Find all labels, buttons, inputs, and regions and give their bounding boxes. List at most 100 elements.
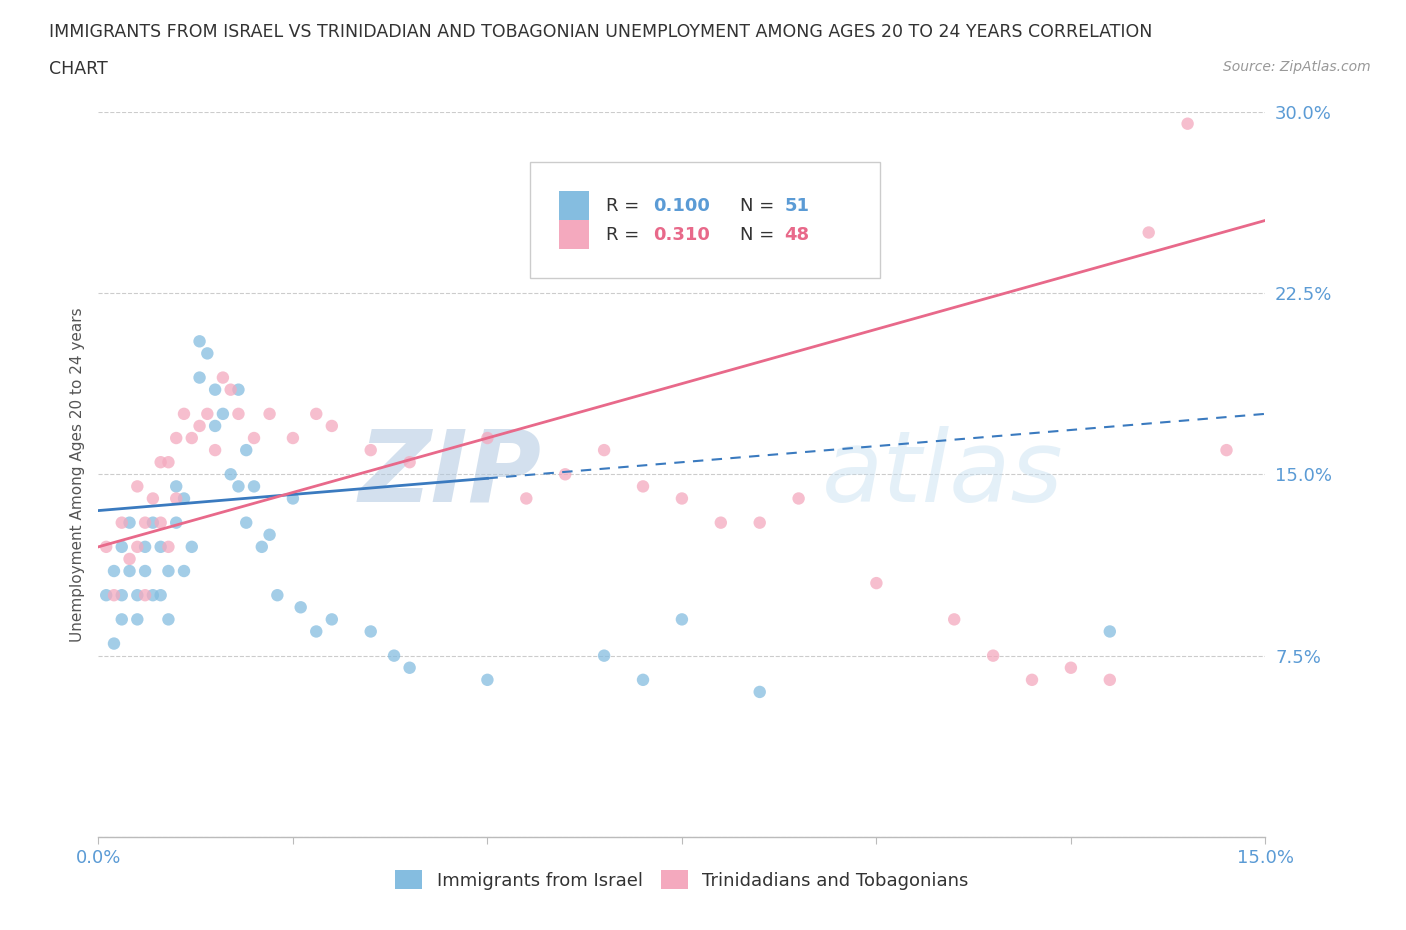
Point (515, 491, 537, 506)
Point (787, 491, 810, 506)
Point (593, 443, 616, 458)
Point (103, 588, 125, 603)
Point (149, 539, 172, 554)
Point (631, 479, 654, 494)
Point (360, 443, 382, 458)
Text: R =: R = (606, 197, 645, 215)
Text: ZIP: ZIP (359, 426, 541, 523)
Point (212, 370, 235, 385)
Text: R =: R = (606, 226, 645, 244)
Point (173, 406, 195, 421)
Point (671, 491, 693, 506)
Point (631, 672, 654, 687)
Point (188, 334, 211, 349)
Point (111, 612, 134, 627)
Point (118, 515, 141, 530)
Point (165, 491, 187, 506)
Y-axis label: Unemployment Among Ages 20 to 24 years: Unemployment Among Ages 20 to 24 years (69, 307, 84, 642)
Point (1215, 443, 1237, 458)
Point (188, 418, 211, 433)
Point (118, 564, 141, 578)
Point (1137, 225, 1160, 240)
Point (157, 564, 180, 578)
Point (321, 418, 343, 433)
Point (554, 467, 576, 482)
Legend: Immigrants from Israel, Trinidadians and Tobagonians: Immigrants from Israel, Trinidadians and… (388, 863, 976, 897)
Point (477, 431, 499, 445)
Point (96, 588, 118, 603)
FancyBboxPatch shape (560, 192, 589, 220)
Point (204, 418, 226, 433)
Point (157, 455, 180, 470)
Point (134, 539, 156, 554)
Point (134, 564, 156, 578)
Text: IMMIGRANTS FROM ISRAEL VS TRINIDADIAN AND TOBAGONIAN UNEMPLOYMENT AMONG AGES 20 : IMMIGRANTS FROM ISRAEL VS TRINIDADIAN AN… (49, 23, 1153, 41)
Point (228, 382, 250, 397)
Point (149, 455, 172, 470)
Point (127, 479, 149, 494)
Point (127, 588, 149, 603)
Point (710, 515, 733, 530)
Point (157, 539, 180, 554)
Point (305, 624, 328, 639)
Point (228, 479, 250, 494)
Point (212, 406, 235, 421)
Point (228, 406, 250, 421)
Point (103, 564, 125, 578)
Point (593, 648, 616, 663)
Text: CHART: CHART (49, 60, 108, 78)
Point (204, 382, 226, 397)
Text: 51: 51 (785, 197, 810, 215)
Point (477, 672, 499, 687)
Point (157, 612, 180, 627)
Point (398, 660, 420, 675)
Point (165, 431, 187, 445)
Text: 0.310: 0.310 (652, 226, 710, 244)
Point (305, 406, 328, 421)
Point (111, 588, 134, 603)
Text: Source: ZipAtlas.com: Source: ZipAtlas.com (1223, 60, 1371, 74)
Point (173, 491, 195, 506)
Point (266, 588, 288, 603)
Point (180, 539, 202, 554)
FancyBboxPatch shape (530, 163, 880, 278)
Point (281, 491, 304, 506)
Point (1098, 624, 1121, 639)
Point (259, 527, 281, 542)
Point (290, 600, 312, 615)
Point (360, 624, 382, 639)
Point (149, 588, 172, 603)
Point (243, 431, 266, 445)
Point (118, 551, 141, 566)
Point (398, 455, 420, 470)
Point (195, 406, 218, 421)
Point (173, 564, 195, 578)
Point (1060, 660, 1083, 675)
Point (165, 479, 187, 494)
Point (142, 491, 165, 506)
Text: 48: 48 (785, 226, 810, 244)
Point (321, 612, 343, 627)
Point (188, 370, 211, 385)
Point (142, 515, 165, 530)
Point (134, 515, 156, 530)
Point (204, 443, 226, 458)
Point (671, 612, 693, 627)
Point (382, 648, 405, 663)
Point (127, 539, 149, 554)
Point (180, 431, 202, 445)
Point (134, 588, 156, 603)
Point (1177, 116, 1199, 131)
Point (259, 406, 281, 421)
Point (127, 612, 149, 627)
Point (96, 539, 118, 554)
Point (865, 576, 887, 591)
Point (111, 515, 134, 530)
Point (195, 346, 218, 361)
Point (142, 588, 165, 603)
Point (748, 515, 770, 530)
Point (103, 636, 125, 651)
Point (235, 515, 257, 530)
Point (1098, 672, 1121, 687)
Text: N =: N = (741, 226, 780, 244)
